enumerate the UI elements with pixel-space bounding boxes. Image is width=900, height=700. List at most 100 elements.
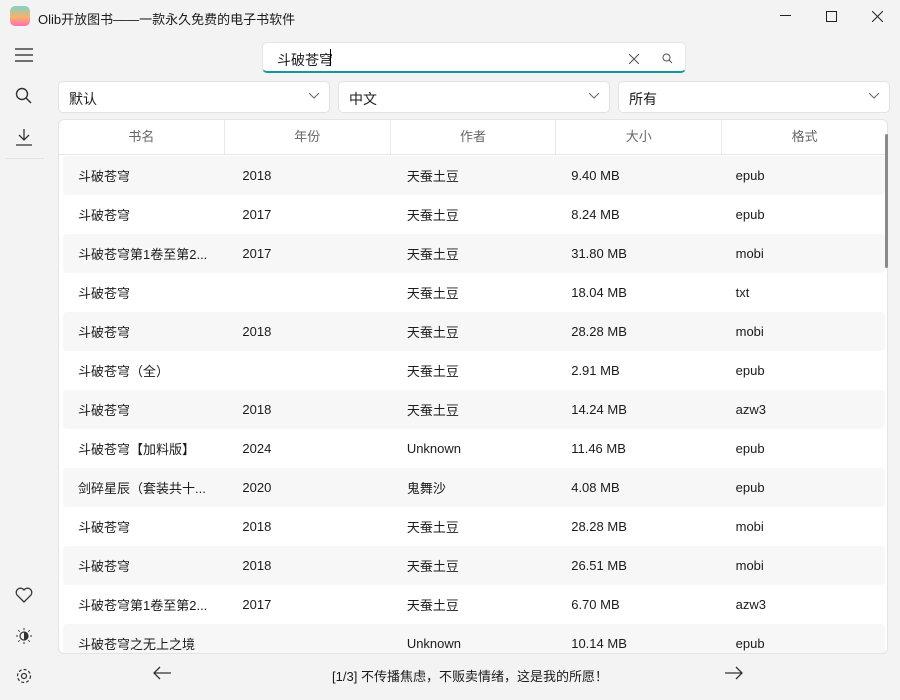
search-input-value: 斗破苍穹	[277, 52, 333, 68]
table-row[interactable]: 斗破苍穹 2018 天蚕土豆 28.28 MB mobi	[63, 507, 885, 546]
cell-year: 2024	[242, 441, 272, 456]
table-row[interactable]: 剑碎星辰（套装共十... 2020 鬼舞沙 4.08 MB epub	[63, 468, 885, 507]
cell-year: 2017	[242, 597, 272, 612]
cell-format: mobi	[735, 246, 764, 261]
sort-value: 默认	[69, 91, 97, 107]
table-row[interactable]: 斗破苍穹 2018 天蚕土豆 26.51 MB mobi	[63, 546, 885, 585]
cell-format: epub	[735, 441, 765, 456]
download-icon[interactable]	[12, 125, 36, 149]
next-page-arrow-icon[interactable]	[724, 665, 744, 684]
format-dropdown[interactable]: 所有	[618, 81, 890, 113]
table-row[interactable]: 斗破苍穹第1卷至第2... 2017 天蚕土豆 31.80 MB mobi	[63, 234, 885, 273]
cell-title: 斗破苍穹第1卷至第2...	[78, 598, 208, 613]
table-row[interactable]: 斗破苍穹【加料版】 2024 Unknown 11.46 MB epub	[63, 429, 885, 468]
previous-page-arrow-icon[interactable]	[152, 665, 172, 684]
sort-dropdown[interactable]: 默认	[58, 81, 330, 113]
cell-format: epub	[735, 636, 765, 651]
cell-format: mobi	[735, 558, 764, 573]
cell-title: 斗破苍穹	[78, 208, 131, 223]
app-logo-icon	[10, 6, 30, 26]
cell-author: 天蚕土豆	[406, 364, 459, 379]
cell-size: 28.28 MB	[571, 324, 627, 339]
table-header: 书名 年份 作者 大小 格式	[59, 120, 887, 155]
cell-author: Unknown	[406, 636, 462, 651]
cell-size: 26.51 MB	[571, 558, 627, 573]
header-year[interactable]: 年份	[225, 120, 391, 154]
table-row[interactable]: 斗破苍穹 2018 天蚕土豆 14.24 MB azw3	[63, 390, 885, 429]
page-status-text: [1/3] 不传播焦虑，不贩卖情绪，这是我的所愿！	[332, 669, 608, 684]
cell-size: 14.24 MB	[571, 402, 627, 417]
cell-year: 2018	[242, 402, 272, 417]
results-table: 书名 年份 作者 大小 格式 斗破苍穹 2018 天蚕土豆 9.40 MB epub 斗破…	[58, 119, 888, 654]
cell-size: 8.24 MB	[571, 207, 620, 222]
table-row[interactable]: 斗破苍穹 2018 天蚕土豆 9.40 MB epub	[63, 156, 885, 195]
search-icon[interactable]	[12, 84, 36, 108]
language-value: 中文	[349, 91, 377, 107]
close-button[interactable]	[854, 0, 900, 32]
cell-title: 斗破苍穹	[78, 169, 131, 184]
text-cursor	[330, 49, 331, 66]
minimize-button[interactable]	[762, 0, 808, 32]
cell-year: 2017	[242, 207, 272, 222]
clear-icon[interactable]	[628, 52, 640, 67]
title-bar: Olib开放图书——一款永久免费的电子书软件	[0, 0, 900, 34]
cell-year: 2018	[242, 519, 272, 534]
cell-size: 4.08 MB	[571, 480, 620, 495]
maximize-button[interactable]	[808, 0, 854, 32]
cell-title: 斗破苍穹	[78, 559, 131, 574]
cell-title: 斗破苍穹	[78, 403, 131, 418]
cell-author: Unknown	[406, 441, 462, 456]
language-dropdown[interactable]: 中文	[338, 81, 610, 113]
chevron-down-icon	[309, 93, 319, 99]
cell-format: azw3	[735, 597, 766, 612]
heart-icon[interactable]	[12, 583, 36, 607]
cell-author: 天蚕土豆	[406, 559, 459, 574]
cell-year: 2017	[242, 246, 272, 261]
cell-author: 天蚕土豆	[406, 598, 459, 613]
cell-title: 斗破苍穹【加料版】	[78, 442, 196, 457]
menu-icon[interactable]	[12, 43, 36, 67]
cell-format: azw3	[735, 402, 766, 417]
settings-gear-icon[interactable]	[12, 664, 36, 688]
theme-toggle-icon[interactable]	[12, 624, 36, 648]
cell-year: 2018	[242, 558, 272, 573]
cell-title: 剑碎星辰（套装共十...	[78, 481, 206, 496]
window-title: Olib开放图书——一款永久免费的电子书软件	[38, 12, 296, 27]
header-format[interactable]: 格式	[791, 129, 818, 144]
cell-format: mobi	[735, 324, 764, 339]
header-author[interactable]: 作者	[391, 120, 557, 154]
cell-title: 斗破苍穹（全）	[78, 364, 170, 379]
cell-title: 斗破苍穹之无上之境	[78, 637, 196, 652]
table-row[interactable]: 斗破苍穹 2018 天蚕土豆 28.28 MB mobi	[63, 312, 885, 351]
format-value: 所有	[629, 91, 657, 107]
cell-format: epub	[735, 480, 765, 495]
cell-author: 鬼舞沙	[406, 481, 446, 496]
table-row[interactable]: 斗破苍穹第1卷至第2... 2017 天蚕土豆 6.70 MB azw3	[63, 585, 885, 624]
cell-author: 天蚕土豆	[406, 208, 459, 223]
table-row[interactable]: 斗破苍穹（全） 天蚕土豆 2.91 MB epub	[63, 351, 885, 390]
table-row[interactable]: 斗破苍穹之无上之境 Unknown 10.14 MB epub	[63, 624, 885, 653]
cell-size: 6.70 MB	[571, 597, 620, 612]
cell-year: 2018	[242, 324, 272, 339]
cell-size: 31.80 MB	[571, 246, 627, 261]
header-title[interactable]: 书名	[59, 120, 225, 154]
cell-format: txt	[735, 285, 750, 300]
cell-format: epub	[735, 207, 765, 222]
cell-author: 天蚕土豆	[406, 169, 459, 184]
cell-size: 9.40 MB	[571, 168, 620, 183]
table-scrollbar[interactable]	[885, 134, 888, 268]
cell-year: 2018	[242, 168, 272, 183]
cell-author: 天蚕土豆	[406, 403, 459, 418]
search-input[interactable]: 斗破苍穹	[262, 42, 686, 73]
cell-title: 斗破苍穹第1卷至第2...	[78, 247, 208, 262]
cell-author: 天蚕土豆	[406, 520, 459, 535]
header-size[interactable]: 大小	[556, 120, 723, 154]
table-row[interactable]: 斗破苍穹 天蚕土豆 18.04 MB txt	[63, 273, 885, 312]
cell-author: 天蚕土豆	[406, 247, 459, 262]
cell-year: 2020	[242, 480, 272, 495]
cell-author: 天蚕土豆	[406, 325, 459, 340]
cell-format: epub	[735, 168, 765, 183]
sidebar-divider	[6, 158, 44, 159]
table-row[interactable]: 斗破苍穹 2017 天蚕土豆 8.24 MB epub	[63, 195, 885, 234]
search-submit-icon[interactable]	[662, 52, 673, 67]
